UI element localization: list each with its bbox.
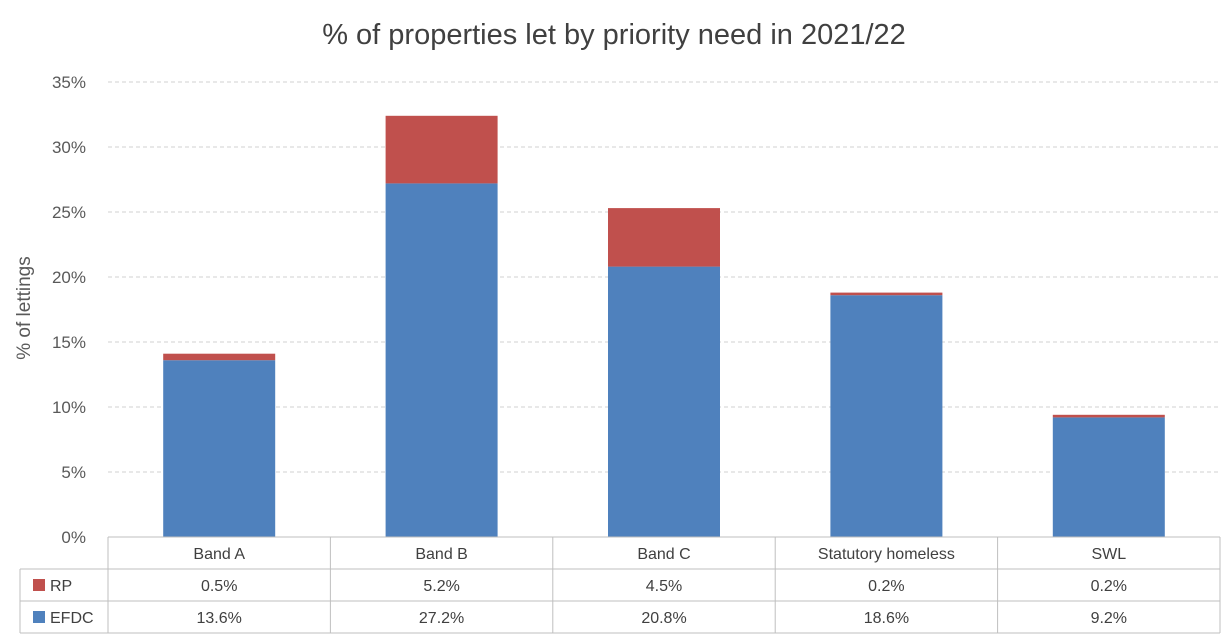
bars [163,115,1165,537]
data-label: 9.2% [1091,610,1127,627]
data-table: Band A Band B Band C Statutory homeless SWL R… [19,536,1221,634]
data-label: 13.6% [197,610,242,627]
y-tick-label: 15% [52,333,86,352]
y-axis-ticks: 0% 5% 10% 15% 20% 25% 30% 35% [52,73,86,547]
legend-swatch-efdc [33,611,45,623]
data-label: 4.5% [646,578,682,595]
bar-efdc [608,266,720,537]
data-label: 0.5% [201,578,237,595]
bar-efdc [163,360,276,537]
bar-efdc [1052,417,1165,537]
x-tick-label: Band A [193,546,245,563]
bar-rp [385,115,498,184]
y-tick-label: 25% [52,203,86,222]
y-tick-label: 5% [61,463,86,482]
x-tick-label: Band B [415,546,467,563]
x-tick-label: SWL [1091,546,1126,563]
bar-rp [163,353,276,361]
data-label: 27.2% [419,610,464,627]
y-tick-label: 35% [52,73,86,92]
legend-label: EFDC [50,610,94,627]
x-tick-label: Statutory homeless [818,546,955,563]
chart-title: % of properties let by priority need in … [322,19,906,51]
legend-label: RP [50,578,72,595]
bar-efdc [385,183,498,537]
bar-rp [608,208,720,267]
data-label: 0.2% [1091,578,1127,595]
y-axis-label: % of lettings [14,256,35,360]
data-label: 5.2% [423,578,459,595]
y-tick-label: 30% [52,138,86,157]
x-tick-label: Band C [637,546,690,563]
bar-rp [830,292,943,296]
y-tick-label: 0% [61,528,86,547]
y-tick-label: 20% [52,268,86,287]
data-label: 18.6% [864,610,909,627]
bar-rp [1052,414,1165,418]
y-tick-label: 10% [52,398,86,417]
legend-swatch-rp [33,579,45,591]
bar-efdc [830,295,943,537]
data-label: 0.2% [868,578,904,595]
data-label: 20.8% [641,610,686,627]
